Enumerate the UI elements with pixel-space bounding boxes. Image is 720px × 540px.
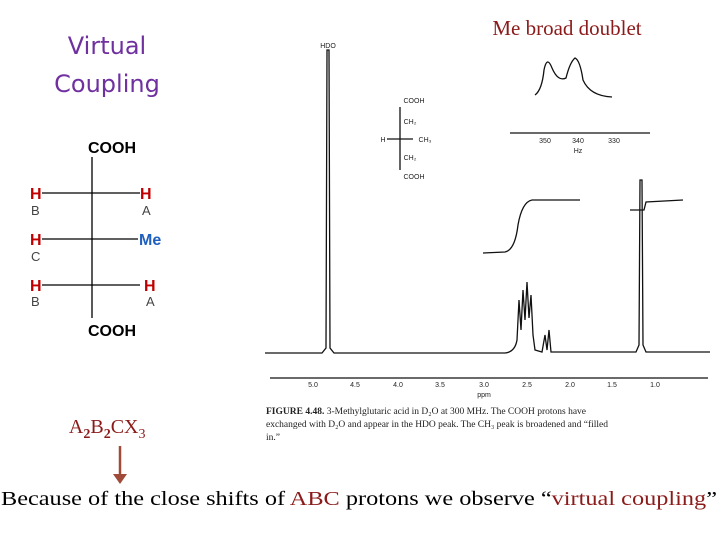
atom: H [144,278,156,295]
conclusion: Because of the close shifts of ABC proto… [1,488,717,510]
inset-trace [534,57,613,98]
integral [630,199,684,211]
caption-line: FIGURE 4.48. 3-Methylglutaric acid in D₂… [266,407,586,417]
x-tick-label: 2.5 [522,382,532,389]
molecule-group: COOH [404,98,425,105]
x-tick-label: 4.0 [393,382,403,389]
conclusion-text: Because of the close shifts of [1,488,290,510]
x-tick-label: 5.0 [308,382,318,389]
formula-symbol: X [124,416,139,438]
caption-line: exchanged with D₂O and appear in the HDO… [266,419,608,430]
spectrum-trace [265,49,710,354]
formula-symbol: B [90,416,103,438]
molecule-group: COOH [404,174,425,181]
atom-label: A [142,203,151,218]
formula-sub: 3 [139,427,146,442]
formula-symbol: C [111,416,124,438]
inset-tick-label: 330 [608,138,620,145]
x-tick-label: 2.0 [565,382,575,389]
inset-unit: Hz [574,148,583,155]
inset-tick-label: 340 [572,138,584,145]
x-tick-label: 1.5 [607,382,617,389]
caption-figure: FIGURE 4.48. [266,407,324,417]
atom-label: C [31,249,40,264]
caption-line: in.” [266,433,280,443]
molecule-group: H [380,137,385,144]
x-tick-label: 3.5 [435,382,445,389]
title-line: Virtual [68,32,146,60]
peak-label: HDO [320,43,336,50]
molecule-group: CH₂ [404,119,417,126]
atom-label: A [146,294,155,309]
formula-sub: 2 [83,427,90,442]
group: COOH [88,323,136,340]
atom: H [30,278,42,295]
atom-label: B [31,203,40,218]
molecule-group: CH₂ [404,155,417,162]
annotation: Me broad doublet [492,16,641,40]
integral [482,199,580,254]
caption-text: 3-Methylglutaric acid in D₂O at 300 MHz.… [327,407,586,417]
spectrum [265,49,710,379]
conclusion-highlight: virtual coupling [552,488,707,510]
atom: Me [139,232,161,249]
group: COOH [88,140,136,157]
x-tick-label: 4.5 [350,382,360,389]
formula: A2B2CX3 [45,416,161,443]
conclusion-highlight: ABC [290,488,340,510]
structure [42,157,140,318]
inset-tick-label: 350 [539,138,551,145]
molecule-group: CH₃ [419,137,432,144]
formula-symbol: A [69,416,84,438]
atom: H [140,186,152,203]
atom-label: B [31,294,40,309]
formula-sub: 2 [104,427,111,442]
conclusion-text: protons we observe “ [340,488,552,510]
x-tick-label: 3.0 [479,382,489,389]
x-ticks: 5.0 4.5 4.0 3.5 3.0 2.5 2.0 1.5 1.0 ppm … [308,98,660,399]
arrow [113,446,127,484]
atom: H [30,186,42,203]
atom: H [30,232,42,249]
x-unit: ppm [477,392,491,399]
title-line: Coupling [54,70,160,98]
x-tick-label: 1.0 [650,382,660,389]
conclusion-text: ” [706,488,717,510]
